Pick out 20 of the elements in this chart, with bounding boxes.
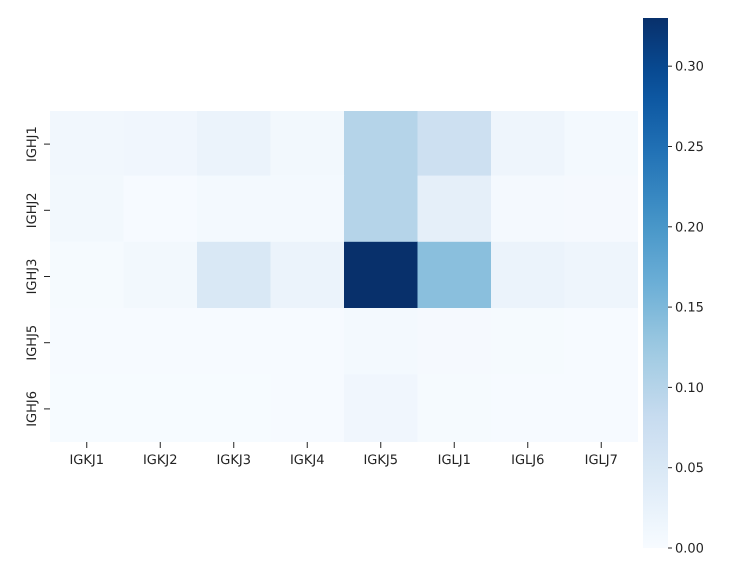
y-tick-label: IGHJ1 xyxy=(25,126,40,162)
color-bar-label: 0.10 xyxy=(675,380,704,396)
color-bar-label: 0.20 xyxy=(675,220,704,236)
color-bar-label: 0.00 xyxy=(675,542,704,556)
color-bar-label: 0.25 xyxy=(675,140,704,155)
x-tick-label: IGLJ6 xyxy=(511,453,544,468)
x-tick-label: IGKJ5 xyxy=(363,453,398,468)
y-tick-label: IGHJ2 xyxy=(25,192,40,228)
x-tick-label: IGLJ1 xyxy=(438,453,471,468)
y-tick-label: IGHJ3 xyxy=(25,258,40,294)
y-tick-label: IGHJ5 xyxy=(25,324,40,361)
color-bar-label: 0.15 xyxy=(675,300,704,316)
x-tick-label: IGKJ3 xyxy=(216,453,252,468)
x-tick-label: IGKJ1 xyxy=(69,453,104,468)
color-bar-label: 0.05 xyxy=(675,461,704,476)
x-tick-label: IGKJ4 xyxy=(290,453,325,468)
x-tick-label: IGLJ7 xyxy=(584,453,618,468)
color-bar-label: 0.30 xyxy=(675,60,704,75)
y-tick-label: IGHJ6 xyxy=(25,391,40,427)
x-tick-label: IGKJ2 xyxy=(142,453,178,468)
